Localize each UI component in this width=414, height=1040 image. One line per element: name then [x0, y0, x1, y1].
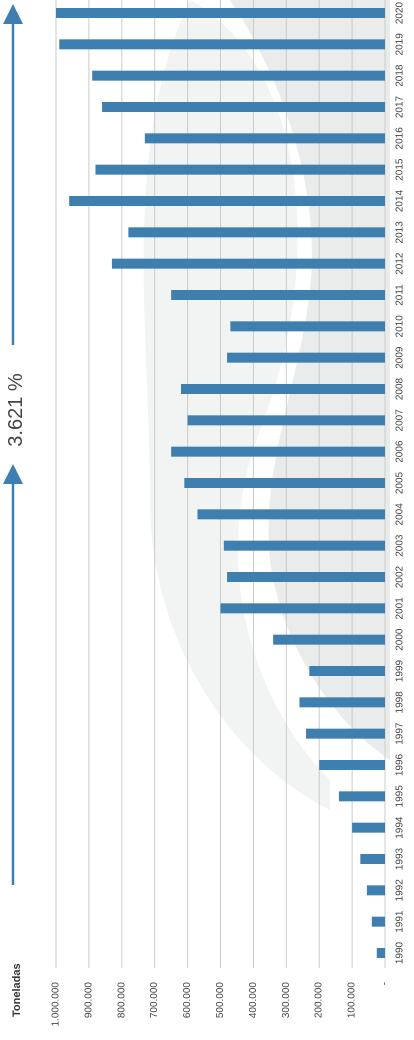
bar-1999: [309, 666, 385, 676]
bar-2003: [223, 540, 385, 551]
x-tick-label: 1992: [395, 879, 406, 902]
x-tick-label: 1991: [395, 910, 406, 933]
x-tick-label: 2014: [395, 189, 406, 212]
bar-1995: [338, 791, 385, 802]
y-tick-label: 800.000: [116, 982, 127, 1019]
bar-1997: [306, 728, 385, 739]
y-tick-label: 300.000: [281, 982, 292, 1019]
bar-2011: [171, 290, 385, 300]
x-tick-label: 2004: [395, 503, 406, 526]
bar-1998: [299, 697, 385, 708]
bar-2009: [227, 352, 385, 363]
bar-2010: [230, 321, 385, 332]
y-tick-label: 700.000: [149, 982, 160, 1019]
y-axis-label: Toneladas: [11, 963, 23, 1017]
x-tick-label: 1998: [395, 691, 406, 714]
bar-2000: [273, 634, 385, 645]
bar-1990: [376, 948, 385, 958]
bar-2013: [128, 227, 385, 238]
x-tick-labels: 1990 1991 1992 1993 1994 1995 1996 1997 1998 1999…: [395, 1, 406, 964]
x-tick-label: 2017: [395, 95, 406, 118]
y-tick-labels: - 100.000 200.000 300.000 400.000 500.000 600.…: [51, 982, 391, 1027]
y-tick-label: 200.000: [314, 982, 325, 1019]
x-tick-label: 2015: [395, 158, 406, 181]
fish-background: [143, 0, 390, 810]
x-tick-label: 2005: [395, 471, 406, 494]
x-tick-label: 2013: [395, 221, 406, 244]
bar-1992: [366, 885, 385, 896]
y-tick-label: 600.000: [182, 982, 193, 1019]
x-tick-label: 2016: [395, 127, 406, 150]
bar-2002: [227, 572, 385, 582]
y-tick-label: 500.000: [215, 982, 226, 1019]
x-tick-label: 1996: [395, 753, 406, 776]
bar-2014: [69, 196, 385, 206]
bar-2015: [95, 164, 385, 175]
y-tick-label: 900.000: [83, 982, 94, 1019]
x-tick-label: 1997: [395, 722, 406, 745]
x-tick-label: 2007: [395, 409, 406, 432]
bar-1993: [360, 854, 385, 864]
bar-2020: [56, 8, 385, 18]
x-tick-label: 1993: [395, 847, 406, 870]
bar-2018: [92, 70, 385, 81]
bar-2005: [184, 478, 385, 488]
x-tick-label: 1990: [395, 941, 406, 964]
x-tick-label: 2001: [395, 597, 406, 620]
x-tick-label: 1994: [395, 816, 406, 839]
growth-annotation: 3.621 %: [3, 3, 27, 885]
x-tick-label: 2019: [395, 33, 406, 56]
x-tick-label: 2010: [395, 315, 406, 338]
bar-2019: [59, 39, 385, 50]
x-tick-label: 2011: [395, 284, 406, 306]
x-tick-label: 1995: [395, 785, 406, 808]
x-tick-label: 2020: [395, 1, 406, 24]
y-tick-label: 400.000: [248, 982, 259, 1019]
bar-2008: [181, 384, 385, 394]
bar-1991: [371, 916, 385, 927]
y-tick-label: -: [380, 982, 391, 985]
x-tick-label: 2009: [395, 346, 406, 369]
x-tick-label: 2018: [395, 64, 406, 87]
x-tick-label: 2000: [395, 628, 406, 651]
bar-2016: [144, 133, 385, 144]
bar-2012: [111, 258, 386, 269]
bar-2001: [220, 603, 385, 614]
bar-2017: [102, 102, 385, 112]
x-tick-label: 2002: [395, 565, 406, 588]
bar-1994: [352, 822, 385, 833]
x-tick-label: 2012: [395, 252, 406, 275]
growth-percentage: 3.621 %: [5, 373, 27, 447]
bar-2006: [171, 446, 385, 457]
bar-2004: [197, 509, 385, 520]
x-tick-label: 2008: [395, 377, 406, 400]
x-tick-label: 1999: [395, 659, 406, 682]
x-tick-label: 2003: [395, 534, 406, 557]
bar-2007: [187, 415, 385, 426]
bar-1996: [319, 760, 385, 770]
y-tick-label: 100.000: [347, 982, 358, 1019]
x-tick-label: 2006: [395, 440, 406, 463]
bars: [56, 8, 386, 958]
y-tick-label: 1.000.000: [51, 982, 62, 1027]
